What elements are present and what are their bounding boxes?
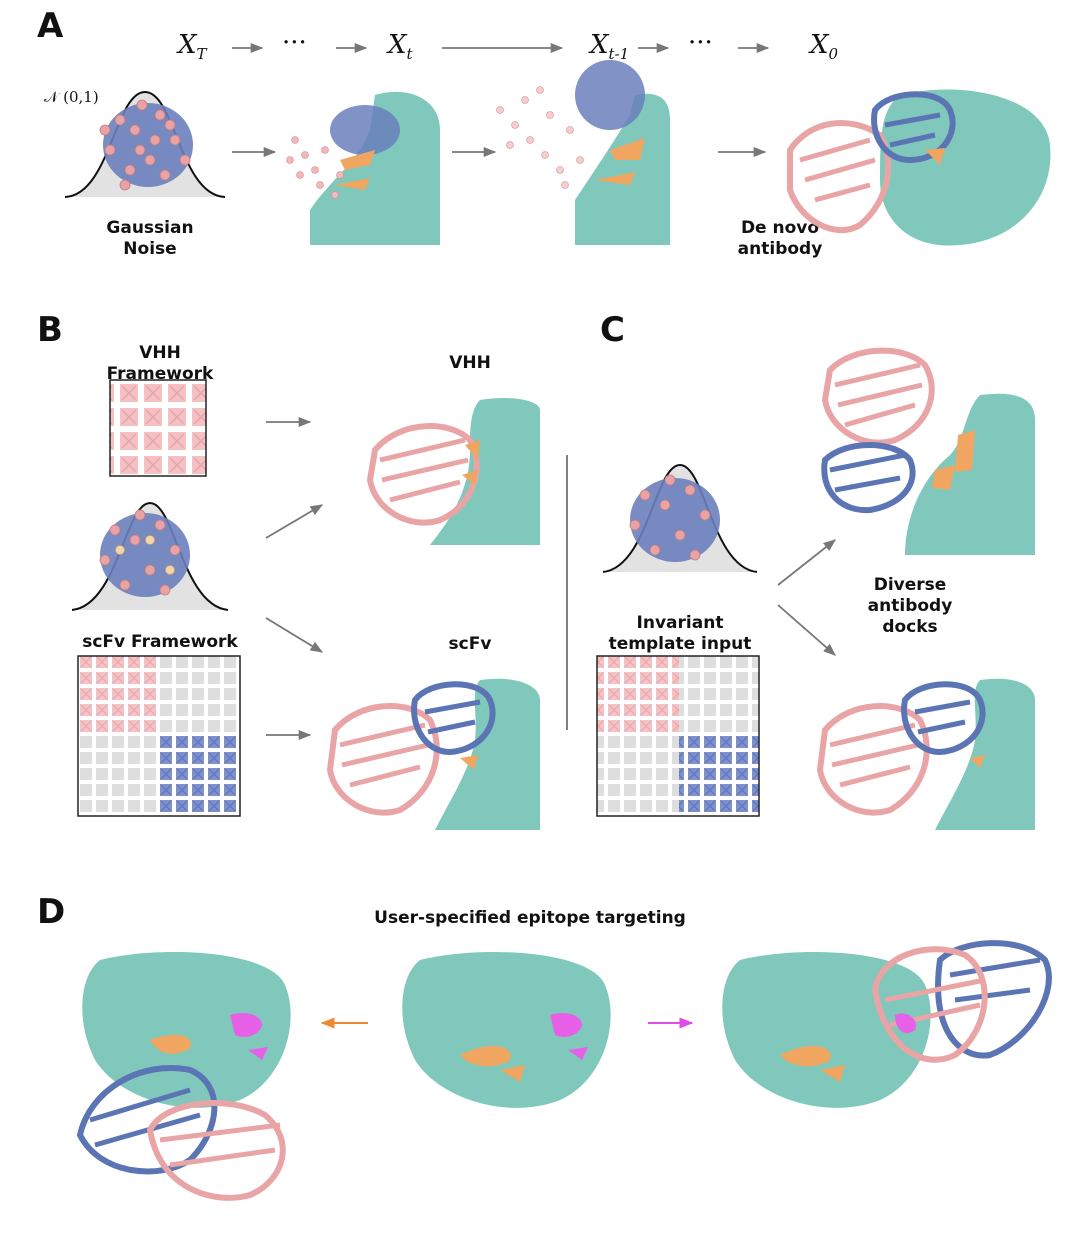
panel-c-arrows (777, 539, 836, 656)
gaussian-noise-line1: Gaussian (106, 218, 194, 238)
gaussian-noise-label: Gaussian Noise (90, 218, 210, 260)
invariant-template-label: Invariant template input (592, 613, 768, 655)
panel-letter-d: D (37, 892, 66, 932)
epitope-targeting-title: User-specified epitope targeting (374, 908, 686, 928)
panel-b-arrows (265, 416, 324, 741)
diverse-dock-top-structure (821, 347, 1035, 555)
vhh-output-label: VHH (449, 353, 491, 373)
template-line1: Invariant (636, 613, 724, 633)
denovo-line1: De novo (740, 218, 820, 238)
vhh-framework-matrix (109, 379, 207, 477)
panel-letter-b: B (37, 310, 63, 350)
denovo-antibody-structure (787, 89, 1051, 246)
vhh-framework-line2: Framework (106, 364, 214, 384)
denovo-line2: antibody (737, 239, 823, 259)
gaussian-noise-line2: Noise (123, 239, 177, 259)
invariant-template-matrix (596, 655, 760, 817)
scfv-framework-label: scFv Framework (82, 632, 238, 652)
diffusion-step-xt (286, 91, 440, 245)
panel-c-gaussian (602, 463, 758, 573)
seq-label-xT: XT (178, 30, 207, 64)
epitope-center-structure (402, 952, 611, 1108)
vhh-output-structure (366, 398, 540, 545)
panel-letter-c: C (600, 310, 625, 350)
panel-b-gaussian (71, 501, 229, 611)
diverse-dock-bottom-structure (816, 678, 1035, 830)
template-line2: template input (608, 634, 752, 654)
normal-distribution-label: 𝒩 (0,1) (44, 88, 99, 106)
diverse-line2: antibody (867, 596, 953, 616)
diverse-line1: Diverse (873, 575, 947, 595)
scfv-output-label: scFv (448, 634, 492, 654)
panel-letter-a: A (37, 6, 64, 46)
seq-label-xt-minus-1: Xt-1 (590, 30, 630, 64)
scfv-framework-matrix (77, 655, 241, 817)
seq-label-x0: X0 (810, 30, 839, 64)
gaussian-noise-cloud (64, 90, 226, 198)
seq-ellipsis-2: ··· (688, 28, 713, 58)
epitope-left-structure (76, 952, 291, 1201)
diverse-line3: docks (882, 617, 938, 637)
seq-label-xt: Xt (388, 30, 413, 64)
diffusion-step-xt-minus-1 (496, 60, 670, 245)
vhh-framework-label: VHH Framework (90, 343, 230, 385)
seq-ellipsis-1: ··· (282, 28, 307, 58)
diverse-docks-label: Diverse antibody docks (845, 575, 975, 638)
epitope-right-structure (722, 940, 1052, 1108)
scfv-output-structure (326, 678, 540, 830)
vhh-framework-line1: VHH (139, 343, 181, 363)
denovo-antibody-label: De novo antibody (720, 218, 840, 260)
